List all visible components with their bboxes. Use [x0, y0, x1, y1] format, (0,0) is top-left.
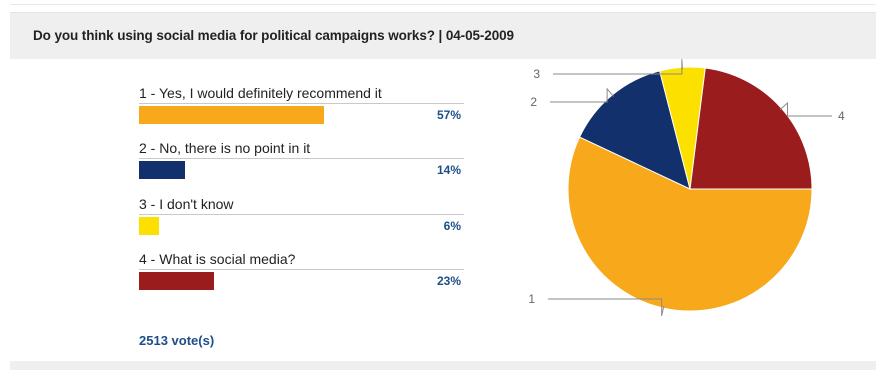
pie-leader-line-3: [553, 59, 683, 75]
option-bar: [139, 272, 214, 290]
option-percent: 6%: [443, 219, 461, 233]
option-divider: [139, 269, 464, 270]
pie-label-3: 3: [533, 67, 540, 81]
option-bar: [139, 217, 159, 235]
option-divider: [139, 214, 464, 215]
pie-label-4: 4: [838, 109, 845, 123]
poll-option-2: 2 - No, there is no point in it 14%: [139, 140, 464, 182]
option-label: 1 - Yes, I would definitely recommend it: [139, 85, 382, 101]
poll-option-4: 4 - What is social media? 23%: [139, 251, 464, 293]
option-divider: [139, 103, 464, 104]
pie-leader-line-1: [548, 298, 665, 316]
pie-slice-4: [689, 67, 813, 190]
pie-label-1: 1: [528, 292, 535, 306]
bottom-bar: [10, 361, 876, 370]
option-divider: [139, 158, 464, 159]
poll-option-1: 1 - Yes, I would definitely recommend it…: [139, 85, 464, 127]
top-divider: [10, 4, 876, 5]
option-label: 4 - What is social media?: [139, 251, 296, 267]
option-percent: 23%: [436, 274, 461, 288]
poll-header: Do you think using social media for poli…: [10, 12, 876, 59]
option-bar: [139, 161, 185, 179]
pie-label-2: 2: [530, 95, 537, 109]
option-label: 3 - I don't know: [139, 196, 234, 212]
pie-leader-line-2: [550, 87, 614, 103]
option-percent: 14%: [436, 163, 461, 177]
poll-option-3: 3 - I don't know 6%: [139, 196, 464, 238]
option-percent: 57%: [436, 108, 461, 122]
vote-count: 2513 vote(s): [139, 333, 215, 348]
option-bar: [139, 106, 325, 124]
option-label: 2 - No, there is no point in it: [139, 140, 311, 156]
poll-title: Do you think using social media for poli…: [33, 28, 514, 43]
pie-leader-line-4: [779, 101, 832, 117]
